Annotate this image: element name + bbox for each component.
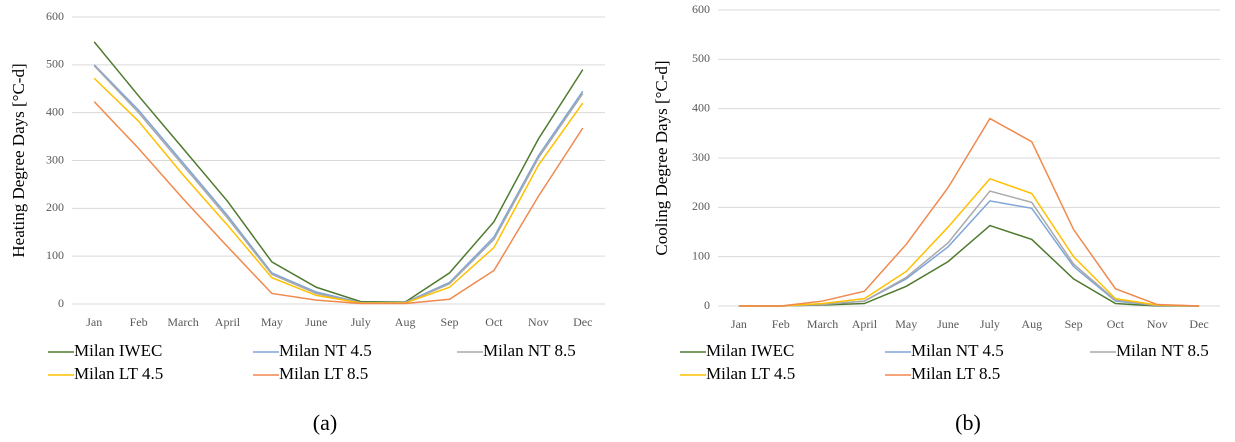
y-axis-label: Heating Degree Days [°C-d]: [9, 63, 28, 257]
y-tick-label: 300: [46, 152, 64, 166]
x-tick-label: Sep: [1065, 317, 1083, 331]
x-tick-label: Aug: [395, 315, 416, 329]
x-tick-label: May: [895, 317, 917, 331]
y-tick-label: 200: [46, 200, 64, 214]
series-line: [738, 117, 1200, 307]
caption: (b): [955, 410, 981, 435]
y-tick-label: 400: [46, 104, 64, 118]
y-tick-label: 200: [692, 199, 710, 213]
x-tick-label: Dec: [1189, 317, 1208, 331]
legend-label: Milan NT 4.5: [911, 341, 1004, 360]
x-tick-label: Feb: [130, 315, 148, 329]
x-tick-label: Nov: [1147, 317, 1168, 331]
y-tick-label: 0: [704, 298, 710, 312]
legend-label: Milan NT 8.5: [1116, 341, 1209, 360]
x-tick-label: Sep: [441, 315, 459, 329]
series-line: [93, 65, 584, 304]
series-line: [738, 190, 1200, 307]
legend-label: Milan NT 4.5: [279, 341, 372, 360]
series-line: [93, 77, 584, 304]
x-tick-label: July: [980, 317, 1000, 331]
legend-label: Milan NT 8.5: [483, 341, 576, 360]
x-tick-label: April: [852, 317, 878, 331]
x-tick-label: Jan: [731, 317, 747, 331]
legend-label: Milan LT 4.5: [74, 364, 163, 383]
y-tick-label: 600: [46, 9, 64, 23]
legend-label: Milan IWEC: [706, 341, 794, 360]
x-tick-label: June: [937, 317, 959, 331]
y-tick-label: 300: [692, 150, 710, 164]
caption: (a): [313, 410, 337, 435]
y-tick-label: 500: [46, 57, 64, 71]
series-line: [93, 41, 584, 303]
y-tick-label: 600: [692, 2, 710, 16]
y-tick-label: 500: [692, 51, 710, 65]
x-tick-label: Oct: [485, 315, 503, 329]
y-axis-label: Cooling Degree Days [°C-d]: [652, 60, 671, 255]
x-tick-label: March: [807, 317, 838, 331]
x-tick-label: July: [351, 315, 371, 329]
x-tick-label: Jan: [86, 315, 102, 329]
legend-label: Milan LT 8.5: [279, 364, 368, 383]
y-tick-label: 400: [692, 100, 710, 114]
legend-label: Milan LT 8.5: [911, 364, 1000, 383]
x-tick-label: Feb: [772, 317, 790, 331]
legend-label: Milan IWEC: [74, 341, 162, 360]
series-line: [93, 64, 584, 304]
x-tick-label: March: [167, 315, 198, 329]
x-tick-label: Aug: [1021, 317, 1042, 331]
y-tick-label: 100: [692, 248, 710, 262]
y-tick-label: 100: [46, 248, 64, 262]
legend-label: Milan LT 4.5: [706, 364, 795, 383]
x-tick-label: Dec: [573, 315, 592, 329]
x-tick-label: Oct: [1107, 317, 1125, 331]
series-line: [93, 101, 584, 305]
x-tick-label: April: [215, 315, 241, 329]
x-tick-label: May: [261, 315, 283, 329]
x-tick-label: June: [305, 315, 327, 329]
y-tick-label: 0: [58, 296, 64, 310]
series-line: [738, 177, 1200, 307]
x-tick-label: Nov: [528, 315, 549, 329]
